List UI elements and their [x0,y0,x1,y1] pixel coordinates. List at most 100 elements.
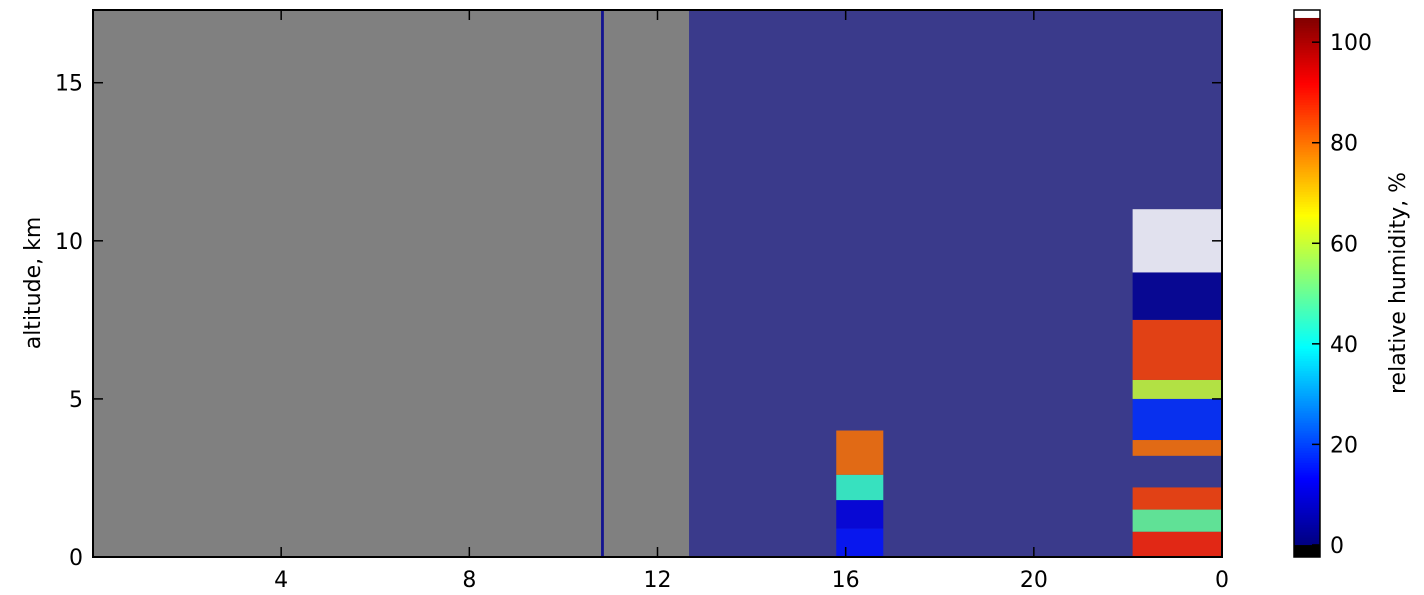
colorbar-segment [1294,420,1320,424]
colorbar-segment [1294,144,1320,148]
colorbar-segment [1294,323,1320,327]
colorbar-segment [1294,497,1320,501]
colorbar-segment [1294,285,1320,289]
colorbar-segment [1294,57,1320,61]
colorbar-segment [1294,544,1320,548]
heatmap-cell [1132,531,1222,557]
colorbar-segment [1294,509,1320,513]
colorbar-segment [1294,271,1320,275]
colorbar-segment [1294,360,1320,364]
colorbar-segment [1294,422,1320,426]
colorbar-segment [1294,166,1320,170]
colorbar-segment [1294,377,1320,381]
heatmap-cell [836,528,884,557]
colorbar-segment [1294,106,1320,110]
colorbar-segment [1294,472,1320,476]
colorbar-segment [1294,136,1320,140]
colorbar-segment [1294,542,1320,546]
x-tick-label: 12 [644,568,672,593]
colorbar-segment [1294,338,1320,342]
colorbar-segment [1294,340,1320,344]
colorbar-segment [1294,186,1320,190]
colorbar-segment [1294,549,1320,553]
colorbar-label: relative humidity, % [1386,172,1411,394]
colorbar-segment [1294,320,1320,324]
colorbar-segment [1294,365,1320,369]
colorbar-segment [1294,330,1320,334]
colorbar-segment [1294,397,1320,401]
colorbar-segment [1294,452,1320,456]
colorbar-segment [1294,447,1320,451]
colorbar-segment [1294,353,1320,357]
heatmap-cell [1132,209,1222,273]
colorbar-segment [1294,161,1320,165]
colorbar-segment [1294,79,1320,83]
colorbar-segment [1294,121,1320,125]
x-tick-label: 0 [1215,568,1229,593]
heatmap-cell [1132,319,1222,380]
colorbar-segment [1294,99,1320,103]
colorbar-segment [1294,392,1320,396]
colorbar-segment [1294,109,1320,113]
colorbar-segment [1294,84,1320,88]
colorbar-segment [1294,345,1320,349]
colorbar-segment [1294,111,1320,115]
colorbar-segment [1294,181,1320,185]
colorbar-segment [1294,318,1320,322]
colorbar-segment [1294,467,1320,471]
colorbar-segment [1294,34,1320,38]
colorbar-segment [1294,263,1320,267]
colorbar-segment [1294,223,1320,227]
colorbar-segment [1294,12,1320,16]
colorbar-segment [1294,211,1320,215]
colorbar-segment [1294,474,1320,478]
colorbar-segment [1294,29,1320,33]
colorbar-segment [1294,387,1320,391]
heatmap-cell [836,500,884,529]
colorbar-segment [1294,238,1320,242]
colorbar-segment [1294,385,1320,389]
heatmap-cell [1132,487,1222,510]
colorbar-segment [1294,62,1320,66]
y-tick-label: 5 [69,388,83,413]
colorbar-segment [1294,402,1320,406]
colorbar-segment [1294,119,1320,123]
colorbar-segment [1294,201,1320,205]
colorbar-segment [1294,236,1320,240]
colorbar-segment [1294,74,1320,78]
colorbar-segment [1294,325,1320,329]
colorbar-segment [1294,104,1320,108]
colorbar-segment [1294,69,1320,73]
colorbar-segment [1294,32,1320,36]
colorbar-segment [1294,455,1320,459]
colorbar-segment [1294,268,1320,272]
heatmap-cell [601,10,604,557]
colorbar-segment [1294,92,1320,96]
colorbar-segment [1294,94,1320,98]
colorbar-segment [1294,368,1320,372]
colorbar-segment [1294,412,1320,416]
heatmap-cell [1132,440,1222,456]
colorbar-segment [1294,44,1320,48]
colorbar-segment [1294,432,1320,436]
colorbar-segment [1294,221,1320,225]
colorbar-segment [1294,184,1320,188]
colorbar-segment [1294,179,1320,183]
colorbar-segment [1294,524,1320,528]
colorbar-segment [1294,114,1320,118]
colorbar-segment [1294,308,1320,312]
colorbar-segment [1294,14,1320,18]
colorbar-segment [1294,507,1320,511]
colorbar-segment [1294,146,1320,150]
colorbar-segment [1294,288,1320,292]
colorbar-segment [1294,313,1320,317]
colorbar-segment [1294,89,1320,93]
colorbar-segment [1294,261,1320,265]
colorbar-segment [1294,343,1320,347]
colorbar-segment [1294,281,1320,284]
colorbar-segment [1294,375,1320,379]
colorbar-segment [1294,407,1320,411]
colorbar-segment [1294,303,1320,307]
colorbar-segment [1294,537,1320,541]
heatmap-cell [1132,398,1222,441]
